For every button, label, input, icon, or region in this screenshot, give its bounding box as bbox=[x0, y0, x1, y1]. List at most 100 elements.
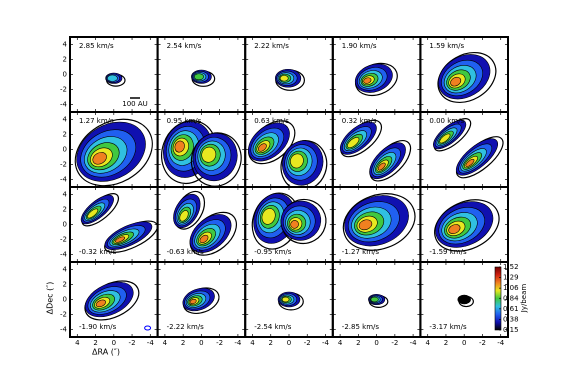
x-tick-label: 4 bbox=[163, 339, 168, 347]
y-tick-label: -4 bbox=[60, 326, 68, 334]
model-contour bbox=[74, 118, 153, 187]
x-tick-label: -4 bbox=[147, 339, 155, 347]
panel-frame bbox=[419, 261, 509, 338]
emission-level bbox=[107, 74, 118, 82]
panel: 4 2 0 -2 -4 2.85 km/s 100 AU bbox=[60, 36, 159, 113]
x-tick-label: -2 bbox=[479, 339, 486, 347]
x-tick-label: -4 bbox=[322, 339, 330, 347]
y-tick-label: 0 bbox=[63, 71, 67, 79]
panel: 4 2 0 -2 -4 -3.17 km/s bbox=[419, 261, 509, 347]
velocity-label: -0.95 km/s bbox=[254, 248, 292, 256]
y-tick-label: 2 bbox=[63, 56, 67, 64]
emission-level bbox=[363, 77, 372, 84]
velocity-label: 0.00 km/s bbox=[429, 117, 464, 125]
emission-level bbox=[87, 208, 99, 219]
x-tick-label: -2 bbox=[216, 339, 223, 347]
y-tick-label: -2 bbox=[60, 161, 67, 169]
emission bbox=[354, 62, 398, 97]
y-tick-label: 4 bbox=[63, 266, 68, 274]
y-tick-label: 4 bbox=[63, 116, 68, 124]
model-contour bbox=[434, 199, 500, 252]
emission-level bbox=[457, 294, 471, 305]
panel: -1.27 km/s bbox=[331, 186, 422, 263]
panel: 0.00 km/s bbox=[419, 111, 509, 188]
y-tick-label: 0 bbox=[63, 296, 67, 304]
model-contour bbox=[342, 193, 416, 251]
x-tick-label: 2 bbox=[444, 339, 448, 347]
x-tick-label: -2 bbox=[129, 339, 136, 347]
panel: 4 2 0 -2 -4 -2.22 km/s bbox=[156, 261, 247, 347]
velocity-label: -2.22 km/s bbox=[167, 323, 205, 331]
velocity-label: -3.17 km/s bbox=[429, 323, 467, 331]
emission bbox=[275, 68, 305, 91]
y-tick-label: -4 bbox=[60, 176, 68, 184]
velocity-label: 0.32 km/s bbox=[342, 117, 377, 125]
panel: 4 2 0 -2 -4 4 2 0 -2 -4 -1.90 km/s bbox=[60, 261, 159, 347]
panel: 4 2 0 -2 -4 1.27 km/s bbox=[60, 111, 159, 188]
emission bbox=[437, 51, 497, 103]
colorbar-tick-label: 1.52 bbox=[503, 263, 519, 271]
panel: 0.95 km/s bbox=[156, 111, 247, 188]
x-tick-label: 2 bbox=[93, 339, 97, 347]
x-tick-label: 0 bbox=[199, 339, 203, 347]
panel: 0.32 km/s bbox=[331, 111, 422, 188]
x-tick-label: -2 bbox=[391, 339, 398, 347]
velocity-label: 0.63 km/s bbox=[254, 117, 289, 125]
emission-level bbox=[199, 234, 209, 244]
colorbar-tick-label: 1.06 bbox=[503, 284, 519, 292]
velocity-label: 1.59 km/s bbox=[429, 42, 464, 50]
emission-level bbox=[290, 220, 299, 229]
velocity-label: -1.27 km/s bbox=[342, 248, 380, 256]
model-contour bbox=[280, 198, 327, 245]
x-tick-label: -2 bbox=[304, 339, 311, 347]
x-axis-label: ΔRA (″) bbox=[92, 348, 120, 357]
emission-level bbox=[189, 298, 197, 305]
emission bbox=[339, 119, 412, 182]
colorbar-label: Jy/beam bbox=[520, 284, 528, 314]
emission bbox=[173, 190, 237, 256]
velocity-label: -0.63 km/s bbox=[167, 248, 205, 256]
x-tick-label: 2 bbox=[181, 339, 185, 347]
x-tick-label: 2 bbox=[356, 339, 360, 347]
velocity-label: -0.32 km/s bbox=[79, 248, 117, 256]
emission bbox=[191, 69, 216, 87]
emission-level bbox=[261, 208, 276, 225]
panel: 0.63 km/s bbox=[244, 111, 334, 188]
colorbar-tick-label: 0.38 bbox=[503, 315, 519, 323]
emission bbox=[277, 291, 304, 311]
velocity-label: -1.59 km/s bbox=[429, 248, 467, 256]
model-contour bbox=[437, 51, 497, 103]
model-contour bbox=[190, 132, 242, 187]
x-tick-label: 0 bbox=[462, 339, 466, 347]
emission-level bbox=[201, 146, 217, 163]
x-tick-label: -4 bbox=[410, 339, 418, 347]
emission-level bbox=[370, 296, 379, 303]
x-tick-label: 4 bbox=[250, 339, 255, 347]
velocity-label: 0.95 km/s bbox=[167, 117, 202, 125]
colorbar-tick-label: 0.15 bbox=[503, 326, 519, 334]
x-tick-label: 4 bbox=[75, 339, 80, 347]
emission bbox=[251, 192, 327, 250]
emission-level bbox=[450, 76, 462, 87]
emission bbox=[105, 72, 126, 87]
emission-level bbox=[347, 137, 360, 149]
emission-level bbox=[92, 152, 107, 165]
panel: -1.59 km/s bbox=[419, 186, 509, 263]
emission bbox=[248, 120, 328, 187]
emission bbox=[457, 294, 474, 308]
velocity-label: -2.85 km/s bbox=[342, 323, 380, 331]
x-tick-label: 4 bbox=[338, 339, 343, 347]
emission-level bbox=[465, 158, 475, 167]
y-tick-label: 4 bbox=[63, 41, 68, 49]
emission-level bbox=[194, 73, 204, 81]
velocity-label: 1.27 km/s bbox=[79, 117, 114, 125]
y-tick-label: 4 bbox=[63, 191, 68, 199]
x-tick-label: -4 bbox=[497, 339, 505, 347]
emission-level bbox=[290, 153, 304, 169]
velocity-label: 2.85 km/s bbox=[79, 42, 114, 50]
y-tick-label: -2 bbox=[60, 311, 67, 319]
emission-level bbox=[257, 143, 267, 152]
velocity-label: 1.90 km/s bbox=[342, 42, 377, 50]
x-tick-label: 2 bbox=[269, 339, 273, 347]
